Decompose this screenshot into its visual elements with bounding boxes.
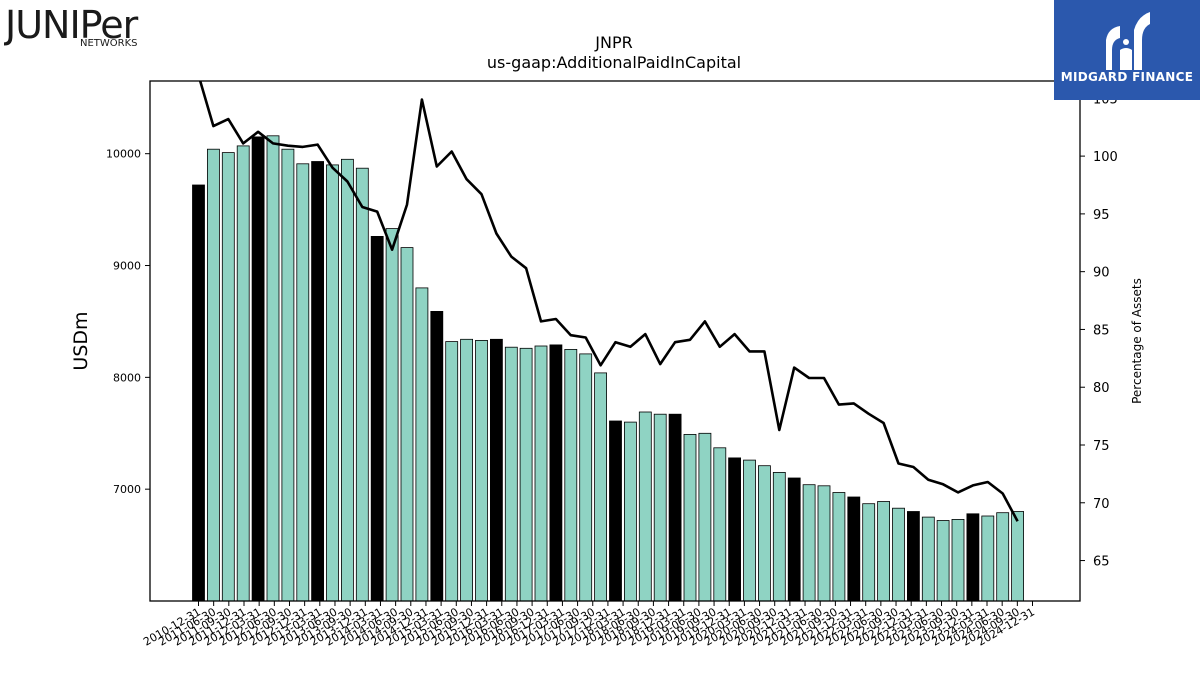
bar xyxy=(817,485,831,602)
right-axis: 65707580859095100105 xyxy=(1080,92,1118,570)
bar-group xyxy=(192,135,1024,602)
bar xyxy=(445,341,459,602)
bar xyxy=(653,413,667,602)
juniper-logo: JUNIPer NETWORKS xyxy=(3,2,164,50)
y2-tick-label: 75 xyxy=(1093,439,1110,454)
bar xyxy=(266,135,280,602)
bar xyxy=(892,507,905,602)
x-axis: 2010-12-312011-06-302011-09-302011-12-31… xyxy=(141,601,1037,649)
y2-tick-label: 100 xyxy=(1093,150,1118,165)
bar xyxy=(772,471,786,602)
bar xyxy=(847,496,861,602)
y2-axis-label: Percentage of Assets xyxy=(1130,278,1144,404)
y-tick-label: 7000 xyxy=(113,483,141,496)
left-axis: 7000 8000 9000 10000 xyxy=(106,148,150,496)
bar xyxy=(355,167,369,602)
bar xyxy=(460,338,474,602)
bar xyxy=(549,344,563,602)
bar xyxy=(192,184,205,602)
bar xyxy=(1011,511,1024,602)
bar xyxy=(564,348,578,602)
bar xyxy=(311,161,325,602)
bar xyxy=(251,136,265,602)
plot-frame xyxy=(149,80,1081,602)
bar xyxy=(296,163,310,602)
juniper-logo-wordmark: JUNIPer xyxy=(4,3,139,47)
y-tick-label: 8000 xyxy=(113,371,141,384)
bar xyxy=(728,457,741,602)
bar xyxy=(966,513,980,602)
bar xyxy=(534,345,548,602)
midgard-emblem-icon xyxy=(1106,12,1150,70)
y-axis-label: USDm xyxy=(70,311,92,370)
bar xyxy=(951,519,965,602)
bar xyxy=(430,310,444,602)
bar xyxy=(802,484,816,602)
bar xyxy=(326,164,339,602)
juniper-logo-subtitle: NETWORKS xyxy=(80,38,138,49)
y-tick-label: 10000 xyxy=(106,148,141,161)
bar xyxy=(668,413,682,602)
bar xyxy=(519,347,533,602)
bar xyxy=(281,148,295,602)
y2-tick-label: 90 xyxy=(1093,266,1110,281)
bar xyxy=(907,511,920,602)
bar xyxy=(743,459,756,602)
chart-title: JNPR xyxy=(594,33,632,52)
y2-tick-label: 95 xyxy=(1093,208,1110,223)
bar xyxy=(475,339,488,602)
bar xyxy=(579,353,593,602)
bar xyxy=(921,516,935,602)
bar xyxy=(981,515,995,602)
bar xyxy=(221,152,235,602)
bar xyxy=(787,477,801,602)
bar xyxy=(415,287,429,602)
bar xyxy=(400,247,414,602)
midgard-logo-text: MIDGARD FINANCE xyxy=(1060,70,1194,84)
bar xyxy=(340,158,354,602)
bar xyxy=(370,235,384,602)
bar xyxy=(236,145,250,602)
bar xyxy=(936,520,950,602)
bar xyxy=(609,420,622,602)
midgard-finance-logo: MIDGARD FINANCE xyxy=(1054,0,1200,100)
y2-tick-label: 70 xyxy=(1093,497,1110,512)
bar xyxy=(996,512,1010,602)
bar xyxy=(758,465,771,602)
bar xyxy=(594,372,607,602)
y2-tick-label: 80 xyxy=(1093,381,1110,396)
bar xyxy=(624,421,637,602)
y-tick-label: 9000 xyxy=(113,260,141,273)
y2-tick-label: 65 xyxy=(1093,555,1110,570)
bar xyxy=(385,228,399,602)
chart-subtitle: us-gaap:AdditionalPaidInCapital xyxy=(487,53,741,72)
bar xyxy=(504,346,518,602)
bar xyxy=(683,433,697,602)
bar xyxy=(877,501,890,602)
bar xyxy=(206,148,220,602)
bar xyxy=(638,411,652,602)
bar xyxy=(832,492,846,602)
y2-tick-label: 85 xyxy=(1093,323,1110,338)
bar xyxy=(862,503,876,602)
line-group xyxy=(198,81,1019,522)
bar xyxy=(489,338,503,602)
bar xyxy=(698,432,712,602)
bar xyxy=(713,447,727,602)
series-line xyxy=(198,81,1019,522)
